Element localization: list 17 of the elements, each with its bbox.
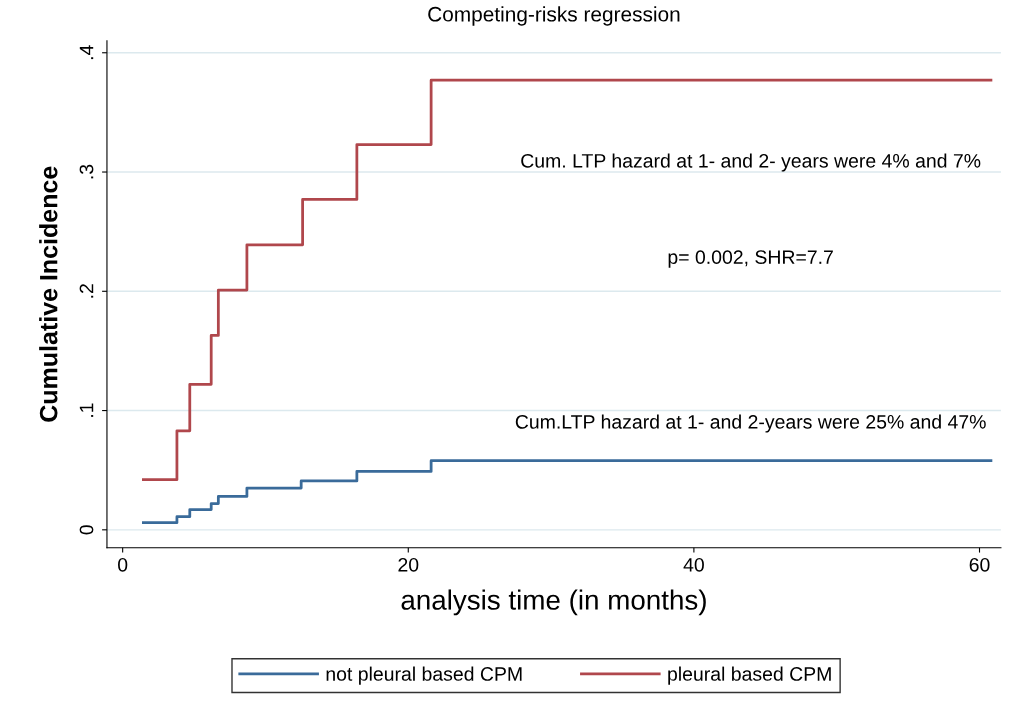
y-tick-label: .3: [79, 164, 94, 179]
x-axis-title: analysis time (in months): [401, 589, 706, 616]
x-tick-label: 20: [398, 557, 419, 572]
annotation: Cum.LTP hazard at 1- and 2-years were 25% and 47%: [515, 414, 986, 433]
y-tick-label: .4: [79, 45, 94, 60]
y-tick-label: .2: [79, 284, 94, 298]
chart-title: Competing-risks regression: [428, 6, 680, 26]
legend-label: not pleural based CPM: [326, 666, 522, 685]
legend-label: pleural based CPM: [668, 666, 831, 685]
x-tick-label: 60: [969, 557, 990, 572]
x-tick-label: 40: [683, 557, 704, 572]
y-tick-label: .1: [79, 403, 94, 417]
x-tick-label: 0: [118, 557, 128, 572]
annotation: p= 0.002, SHR=7.7: [668, 250, 833, 268]
annotation: Cum. LTP hazard at 1- and 2- years were 4% and 7%: [521, 153, 981, 172]
y-axis-title: Cumulative Incidence: [39, 166, 58, 422]
y-tick-label: 0: [79, 525, 94, 535]
